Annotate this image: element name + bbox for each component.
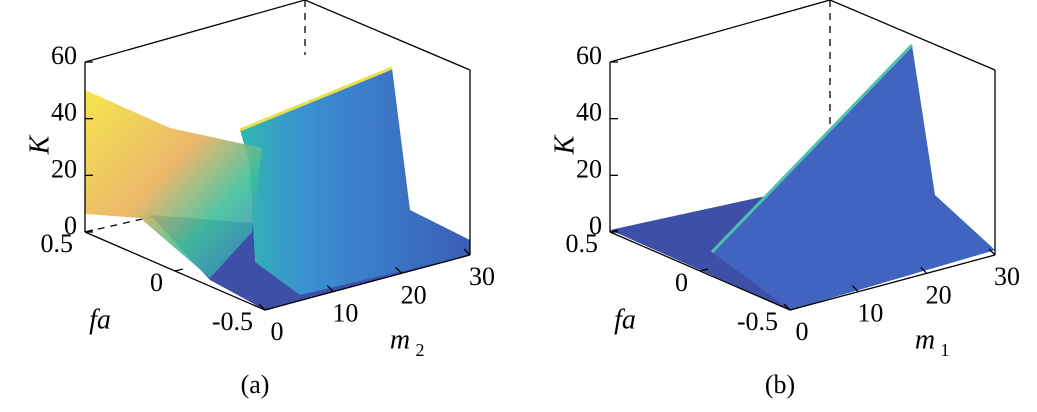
axis-line [829,0,996,71]
x-tick [326,285,334,293]
y-tick-label: -0.5 [737,307,778,336]
axis-line [789,254,996,311]
y-tick-label: 0 [150,268,163,297]
x-tick [988,248,996,256]
z-axis-label: K [24,134,55,155]
surface-edge [239,66,393,132]
x-tick-label: 30 [469,262,495,291]
surface-edge [710,43,914,254]
x-axis-label: m [390,324,410,355]
y-tick-label: 0.5 [566,229,599,258]
z-tick-label: 0 [64,211,77,240]
y-tick-label: 0 [675,268,688,297]
x-axis-label-sub: 2 [416,340,425,360]
axis-line [609,0,831,63]
x-tick-label: 20 [401,280,427,309]
caption: (a) [241,370,270,399]
y-tick [84,229,94,233]
x-axis-label-sub: 1 [941,340,950,360]
x-axis-label: m [915,324,935,355]
z-tick-label: 40 [576,98,602,127]
surface-fan [85,90,262,278]
x-tick [463,248,471,256]
x-tick-label: 10 [332,299,358,328]
z-tick-label: 0 [589,211,602,240]
z-tick-label: 20 [576,154,602,183]
z-tick-label: 40 [51,98,77,127]
y-axis-label: fa [614,304,636,335]
surface-sheet [240,68,470,295]
x-tick [395,266,403,274]
z-tick-label: 60 [51,41,77,70]
y-tick [264,307,274,311]
y-tick [609,229,619,233]
x-tick-label: 30 [994,262,1020,291]
x-tick-label: 20 [926,280,952,309]
y-tick-label: 0.5 [41,229,74,258]
y-tick [789,307,799,311]
y-axis-label: fa [89,304,111,335]
y-tick-label: -0.5 [212,307,253,336]
z-tick-label: 60 [576,41,602,70]
axis-line [264,254,471,311]
z-tick-label: 20 [51,154,77,183]
axis-line [304,0,471,71]
x-tick [258,303,266,311]
x-tick-label: 10 [857,299,883,328]
surface-sheet [712,45,995,310]
axis-line [84,0,306,63]
y-tick [174,268,184,272]
z-axis-label: K [549,134,580,155]
x-tick-label: 0 [796,317,809,346]
caption: (b) [765,370,795,399]
x-tick [920,266,928,274]
x-tick-label: 0 [271,317,284,346]
y-tick [699,268,709,272]
x-tick [851,285,859,293]
x-tick [783,303,791,311]
